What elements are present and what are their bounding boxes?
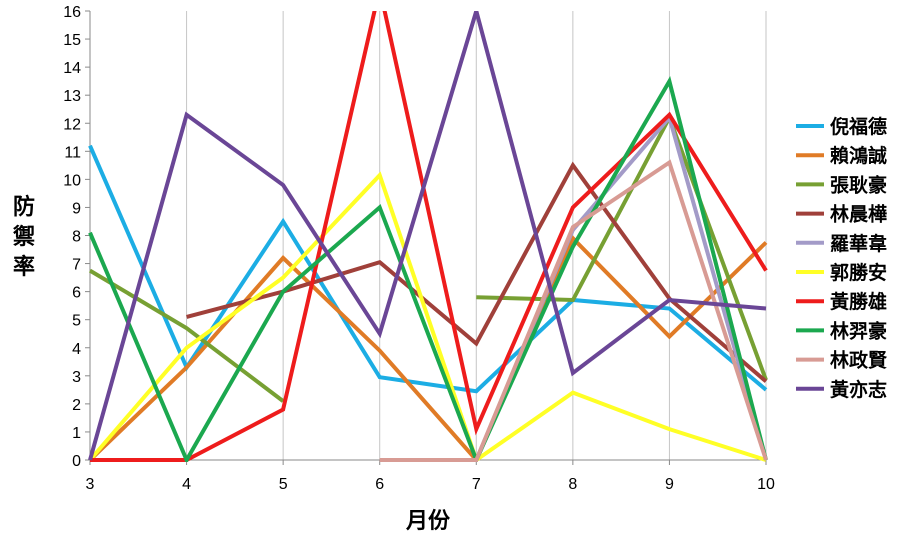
x-tick-label: 3 xyxy=(86,476,95,493)
y-tick-label: 6 xyxy=(72,285,81,302)
x-tick-label: 8 xyxy=(568,476,577,493)
y-tick-label: 15 xyxy=(63,32,81,49)
x-tick-label: 5 xyxy=(279,476,288,493)
legend-label: 羅華韋 xyxy=(830,232,887,255)
legend-item: 倪福德 xyxy=(796,115,887,138)
legend-item: 黃勝雄 xyxy=(796,290,887,313)
legend-label: 林政賢 xyxy=(830,349,888,372)
series-3-line xyxy=(88,268,285,403)
x-tick-label: 4 xyxy=(182,476,191,493)
legend-item: 林羿豪 xyxy=(796,319,887,342)
y-tick-label: 5 xyxy=(72,313,81,330)
series-9-line xyxy=(379,159,768,462)
legend-item: 黃亦志 xyxy=(796,378,887,401)
x-tick-label: 7 xyxy=(472,476,481,493)
legend-label: 倪福德 xyxy=(830,115,887,138)
y-tick-label: 2 xyxy=(72,397,81,414)
y-tick-label: 11 xyxy=(64,144,81,161)
series-7-line xyxy=(90,11,768,462)
legend-label: 郭勝安 xyxy=(830,261,887,284)
series-3-line xyxy=(476,112,768,381)
y-tick-label: 7 xyxy=(72,257,81,274)
legend-label: 賴鴻誠 xyxy=(830,144,887,167)
y-tick-label: 10 xyxy=(63,172,81,189)
legend-item: 張耿豪 xyxy=(796,173,887,196)
y-tick-label: 16 xyxy=(63,4,81,21)
x-tick-label: 6 xyxy=(375,476,384,493)
y-tick-label: 12 xyxy=(63,116,81,133)
legend-item: 賴鴻誠 xyxy=(796,144,887,167)
legend-item: 林政賢 xyxy=(796,349,888,372)
x-tick-label: 10 xyxy=(757,476,775,493)
series-lines xyxy=(88,11,768,462)
x-axis-title: 月份 xyxy=(405,509,451,534)
series-1-line xyxy=(88,144,768,394)
y-tick-label: 8 xyxy=(72,229,81,246)
legend-label: 黃亦志 xyxy=(830,378,887,401)
y-tick-label: 13 xyxy=(63,88,81,105)
series-2-line xyxy=(88,234,768,462)
y-tick-label: 9 xyxy=(72,200,81,217)
y-tick-label: 1 xyxy=(72,425,81,442)
y-axis-title: 防禦率 xyxy=(13,195,35,280)
x-tick-label: 9 xyxy=(665,476,674,493)
legend-item: 林晨樺 xyxy=(796,203,887,226)
series-10-line xyxy=(88,11,767,461)
series-8-line xyxy=(88,75,768,462)
legend-label: 林晨樺 xyxy=(830,203,887,226)
y-tick-label: 0 xyxy=(72,453,81,470)
series-6-line xyxy=(88,171,767,462)
y-tick-label: 14 xyxy=(63,60,81,77)
legend-label: 林羿豪 xyxy=(830,319,887,342)
y-tick-label: 4 xyxy=(72,341,81,358)
legend-item: 郭勝安 xyxy=(796,261,887,284)
legend-label: 張耿豪 xyxy=(830,173,887,196)
legend-label: 黃勝雄 xyxy=(830,290,887,313)
legend-item: 羅華韋 xyxy=(796,232,887,255)
y-tick-label: 3 xyxy=(72,369,81,386)
